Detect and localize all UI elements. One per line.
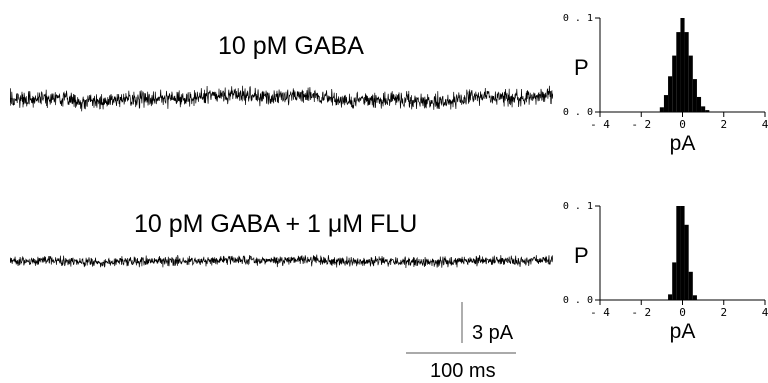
trace-line (10, 254, 553, 269)
x-tick-label: - 2 (631, 118, 651, 131)
x-tick-label: 0 (679, 306, 686, 319)
x-tick-label: - 4 (590, 306, 610, 319)
current-trace-control (10, 85, 553, 112)
y-tick-label: 0 . 1 (563, 13, 593, 24)
histogram-bar (701, 106, 706, 112)
panel-title-flu: 10 pM GABA + 1 μM FLU (134, 210, 418, 238)
amplitude-scale-label: 3 pA (472, 322, 514, 344)
histogram-bar (684, 224, 689, 300)
amplitude-histogram-control: 0 . 0 0 . 1 - 4 - 2 0 2 4 PpA (563, 13, 768, 155)
histogram-bar (676, 206, 681, 300)
y-tick-label: 0 . 0 (563, 295, 593, 306)
histogram-bar (672, 262, 677, 300)
histogram-bar (692, 295, 697, 300)
x-tick-label: 4 (762, 118, 768, 131)
x-axis-label: pA (670, 132, 696, 155)
histogram-bar (672, 55, 677, 112)
panel-title-control: 10 pM GABA (218, 32, 364, 60)
x-tick-label: 2 (720, 118, 727, 131)
y-tick-label: 0 . 0 (563, 107, 593, 118)
histogram-bar (688, 55, 693, 112)
x-tick-label: 0 (679, 118, 686, 131)
amplitude-histogram-flu: 0 . 0 0 . 1 - 4 - 2 0 2 4 PpA (563, 201, 768, 343)
x-tick-label: 4 (762, 306, 768, 319)
histogram-bar (663, 95, 669, 112)
histogram-bar (705, 110, 710, 112)
trace-line (10, 85, 553, 112)
x-tick-label: - 2 (631, 306, 651, 319)
y-axis-label: P (574, 55, 589, 80)
current-trace-flu (10, 254, 553, 269)
histogram-bar (680, 206, 685, 300)
x-tick-label: 2 (720, 306, 727, 319)
histogram-bar (668, 76, 673, 112)
histogram-bar (688, 271, 693, 300)
histogram-bar (692, 79, 697, 112)
histogram-bar (684, 32, 689, 112)
y-tick-label: 0 . 1 (563, 201, 593, 212)
histogram-bar (676, 32, 681, 112)
histogram-bar (696, 96, 702, 112)
x-axis-label: pA (670, 320, 696, 343)
histogram-bar (680, 18, 685, 112)
histogram-bar (659, 107, 664, 112)
time-scale-label: 100 ms (430, 360, 496, 381)
x-tick-label: - 4 (590, 118, 610, 131)
histogram-bar (668, 294, 673, 300)
scale-bar: 3 pA 100 ms (406, 302, 516, 381)
y-axis-label: P (574, 243, 589, 268)
